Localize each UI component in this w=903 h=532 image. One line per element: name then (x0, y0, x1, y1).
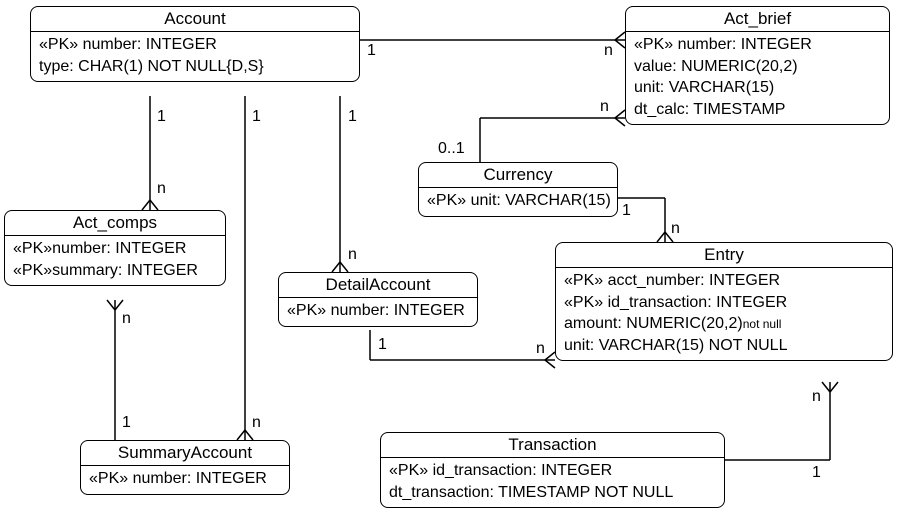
card-label: 1 (348, 108, 357, 126)
card-label: n (604, 42, 613, 60)
entity-attrs: «PK» number: INTEGER (81, 466, 289, 494)
card-label: 1 (622, 202, 631, 220)
card-label: n (348, 246, 357, 264)
card-label: n (600, 98, 609, 116)
entity-currency: Currency «PK» unit: VARCHAR(15) (418, 162, 618, 217)
entity-title: Transaction (381, 433, 724, 458)
entity-title: Act_brief (626, 7, 889, 32)
entity-title: Currency (419, 163, 617, 188)
entity-detail-account: DetailAccount «PK» number: INTEGER (278, 272, 478, 327)
entity-title: Entry (556, 243, 892, 268)
card-label: 0..1 (438, 140, 465, 158)
entity-entry: Entry «PK» acct_number: INTEGER «PK» id_… (555, 242, 893, 361)
card-label: 1 (812, 464, 821, 482)
entity-attrs: «PK» unit: VARCHAR(15) (419, 188, 617, 216)
entity-attrs: «PK» number: INTEGER (279, 298, 477, 326)
entity-account: Account «PK» number: INTEGER type: CHAR(… (30, 6, 360, 82)
entry-notnull-small: not null (743, 317, 782, 331)
entity-title: Act_comps (5, 211, 225, 236)
entity-title: SummaryAccount (81, 441, 289, 466)
card-label: n (671, 220, 680, 238)
card-label: 1 (378, 336, 387, 354)
card-label: n (536, 340, 545, 358)
card-label: 1 (252, 108, 261, 126)
entity-attrs: «PK» acct_number: INTEGER «PK» id_transa… (556, 268, 892, 360)
entity-attrs: «PK»number: INTEGER «PK»summary: INTEGER (5, 236, 225, 285)
entity-attrs: «PK» number: INTEGER type: CHAR(1) NOT N… (31, 32, 359, 81)
card-label: n (812, 388, 821, 406)
entity-title: DetailAccount (279, 273, 477, 298)
card-label: n (122, 310, 131, 328)
card-label: n (252, 414, 261, 432)
entity-transaction: Transaction «PK» id_transaction: INTEGER… (380, 432, 725, 508)
entity-act-brief: Act_brief «PK» number: INTEGER value: NU… (625, 6, 890, 125)
entity-summary-account: SummaryAccount «PK» number: INTEGER (80, 440, 290, 495)
entity-act-comps: Act_comps «PK»number: INTEGER «PK»summar… (4, 210, 226, 286)
entity-title: Account (31, 7, 359, 32)
entity-attrs: «PK» number: INTEGER value: NUMERIC(20,2… (626, 32, 889, 124)
entity-attrs: «PK» id_transaction: INTEGER dt_transact… (381, 458, 724, 507)
card-label: 1 (367, 42, 376, 60)
card-label: 1 (122, 414, 131, 432)
card-label: n (157, 180, 166, 198)
card-label: 1 (157, 108, 166, 126)
